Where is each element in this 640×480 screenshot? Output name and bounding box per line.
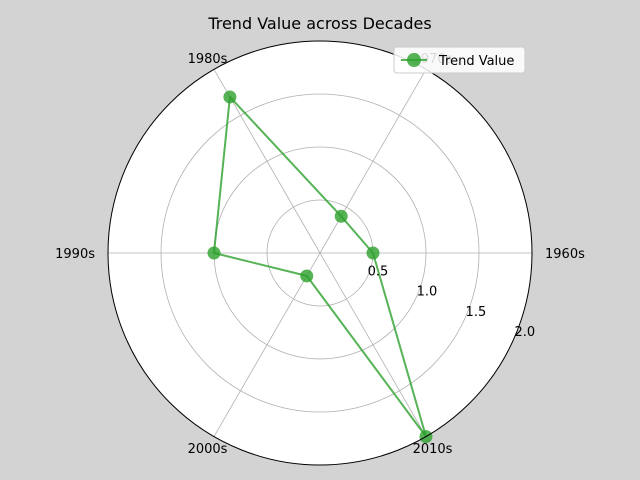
grid-spoke-2: [319, 69, 427, 254]
legend-box: [393, 46, 526, 74]
data-point-1980s: [223, 90, 237, 104]
grid-spoke-6: [319, 252, 427, 437]
data-point-1970s: [334, 209, 348, 223]
legend: Trend Value: [393, 46, 526, 74]
angle-label-1990s: 1990s: [55, 247, 95, 262]
angle-label-2010s: 2010s: [413, 442, 453, 457]
chart-title: Trend Value across Decades: [207, 14, 431, 33]
data-point-2000s: [300, 269, 314, 283]
angle-label-1960s: 1960s: [545, 247, 585, 262]
data-point-1990s: [207, 246, 221, 260]
radial-tick-1.5: 1.5: [466, 305, 487, 320]
radial-tick-labels: 0.5 1.0 1.5 2.0: [368, 264, 536, 340]
data-point-1960s: [366, 246, 380, 260]
angle-label-1980s: 1980s: [188, 52, 228, 67]
outer-frame: [107, 40, 533, 466]
radial-tick-2.0: 2.0: [515, 325, 536, 340]
radial-tick-1.0: 1.0: [417, 285, 438, 300]
angle-label-2000s: 2000s: [188, 442, 228, 457]
grid-spoke-5: [213, 252, 321, 437]
legend-marker: [407, 53, 421, 67]
radial-tick-0.5: 0.5: [368, 264, 389, 279]
legend-label: Trend Value: [438, 54, 514, 69]
